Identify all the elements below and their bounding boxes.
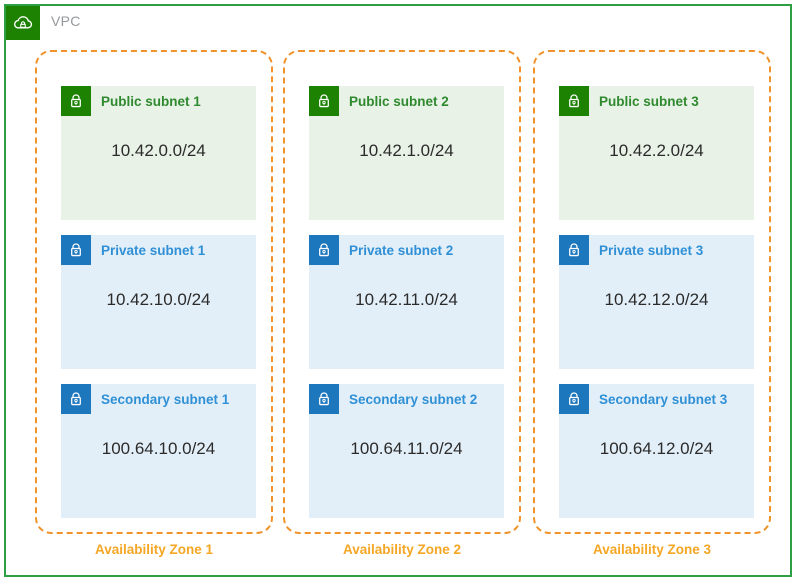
vpc-container: VPC Public subnet 1 10.42.0.0/24 [4,4,792,577]
subnet-title: Public subnet 3 [599,93,699,109]
subnet-header: Private subnet 1 [61,235,256,265]
subnet-cidr: 10.42.1.0/24 [359,141,454,160]
subnet-header: Public subnet 3 [559,86,754,116]
vpc-cloud-lock-icon [6,6,40,40]
subnet-private-3[interactable]: Private subnet 3 10.42.12.0/24 [559,235,754,369]
vpc-header: VPC [6,6,81,40]
subnet-cidr: 100.64.10.0/24 [101,439,216,458]
lock-icon [559,86,589,116]
subnet-header: Public subnet 1 [61,86,256,116]
subnet-private-2[interactable]: Private subnet 2 10.42.11.0/24 [309,235,504,369]
lock-icon [559,384,589,414]
subnet-cidr: 10.42.10.0/24 [106,290,211,309]
subnet-header: Private subnet 2 [309,235,504,265]
subnet-public-1[interactable]: Public subnet 1 10.42.0.0/24 [61,86,256,220]
subnet-cidr: 10.42.12.0/24 [604,290,709,309]
subnet-cidr: 10.42.2.0/24 [609,141,704,160]
subnet-secondary-2[interactable]: Secondary subnet 2 100.64.11.0/24 [309,384,504,518]
vpc-label: VPC [51,13,81,29]
availability-zone-1 [35,50,273,534]
subnet-header: Private subnet 3 [559,235,754,265]
availability-zone-3 [533,50,771,534]
subnet-title: Private subnet 2 [349,242,454,258]
availability-zone-2 [283,50,521,534]
subnet-public-2[interactable]: Public subnet 2 10.42.1.0/24 [309,86,504,220]
lock-icon [61,86,91,116]
lock-icon [61,235,91,265]
subnet-title: Public subnet 2 [349,93,449,109]
lock-icon [61,384,91,414]
subnet-title: Private subnet 1 [101,242,206,258]
subnet-public-3[interactable]: Public subnet 3 10.42.2.0/24 [559,86,754,220]
lock-icon [309,384,339,414]
subnet-header: Secondary subnet 1 [61,384,256,414]
subnet-title: Public subnet 1 [101,93,201,109]
subnet-header: Secondary subnet 3 [559,384,754,414]
subnet-secondary-3[interactable]: Secondary subnet 3 100.64.12.0/24 [559,384,754,518]
subnet-cidr: 10.42.0.0/24 [111,141,206,160]
subnet-title: Private subnet 3 [599,242,704,258]
lock-icon [309,86,339,116]
lock-icon [559,235,589,265]
availability-zone-2-label: Availability Zone 2 [342,542,462,557]
subnet-secondary-1[interactable]: Secondary subnet 1 100.64.10.0/24 [61,384,256,518]
subnet-header: Public subnet 2 [309,86,504,116]
subnet-cidr: 10.42.11.0/24 [355,290,458,309]
availability-zone-1-label: Availability Zone 1 [94,542,214,557]
subnet-private-1[interactable]: Private subnet 1 10.42.10.0/24 [61,235,256,369]
subnet-cidr: 100.64.12.0/24 [599,439,714,458]
availability-zone-3-label: Availability Zone 3 [592,542,712,557]
subnet-title: Secondary subnet 3 [599,391,728,407]
subnet-header: Secondary subnet 2 [309,384,504,414]
subnet-title: Secondary subnet 1 [101,391,230,407]
subnet-title: Secondary subnet 2 [349,391,478,407]
subnet-cidr: 100.64.11.0/24 [350,439,463,458]
lock-icon [309,235,339,265]
